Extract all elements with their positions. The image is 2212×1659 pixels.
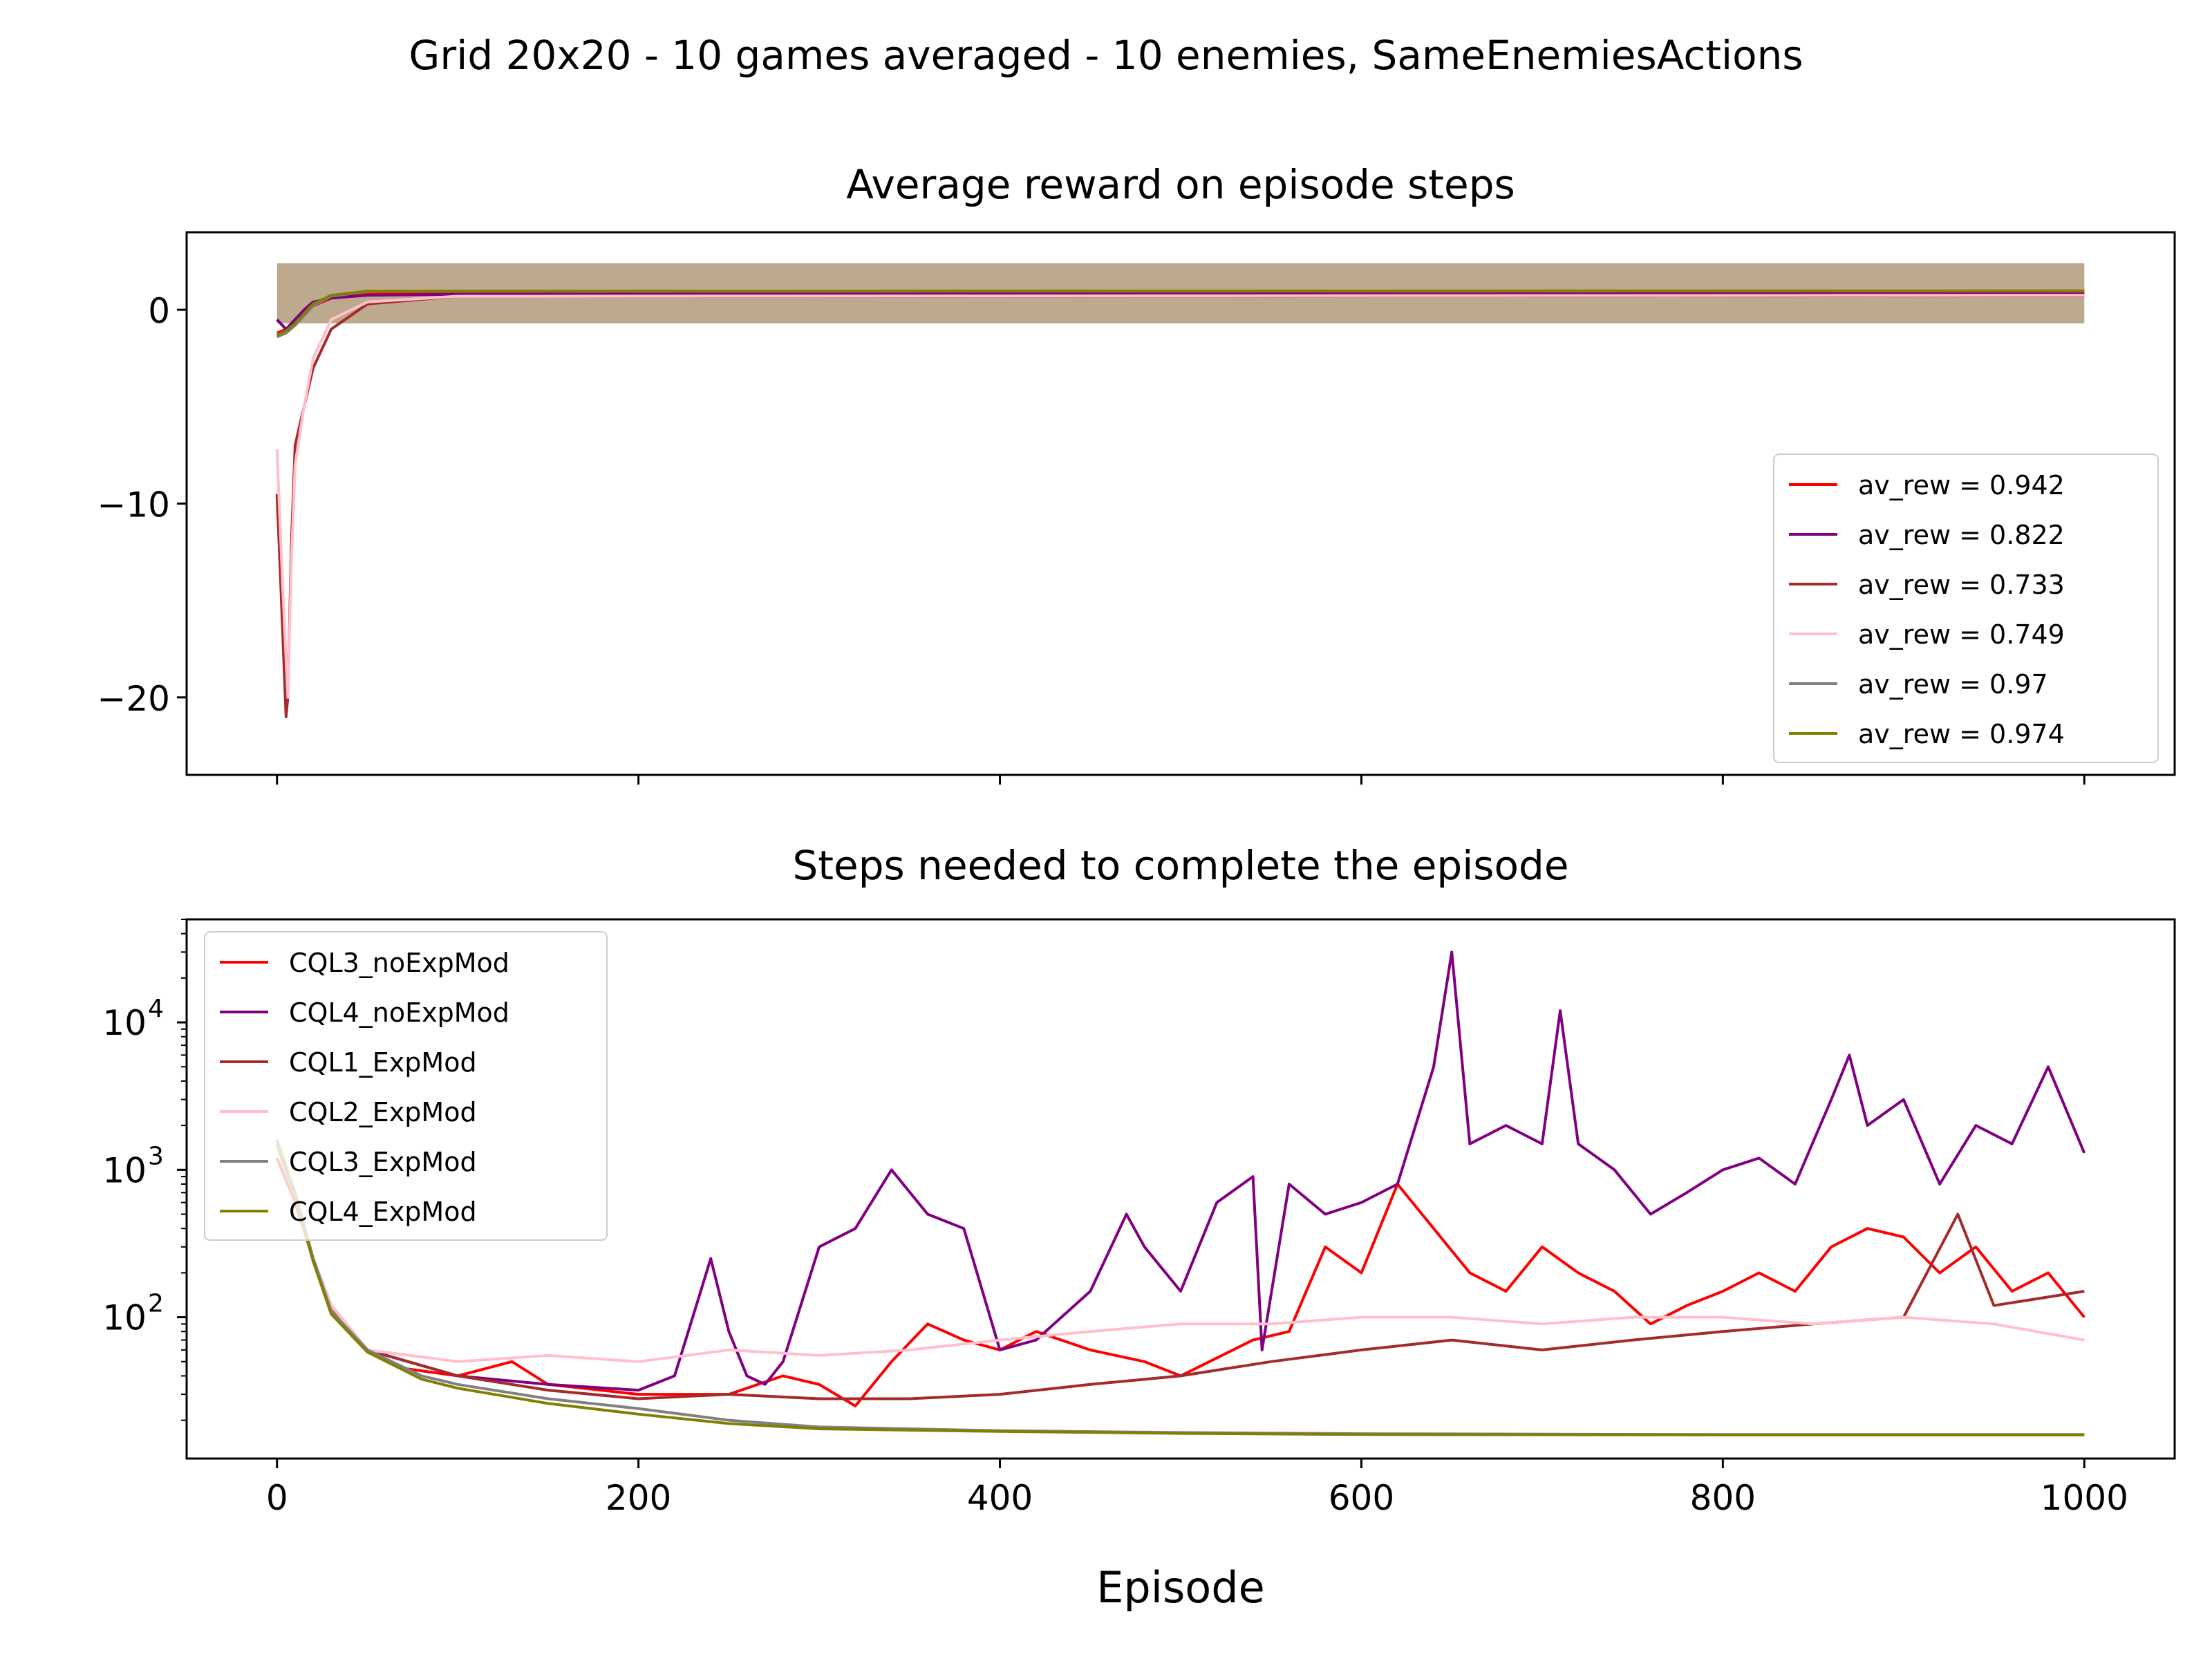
steps-x-tick-label-200: 200	[606, 1478, 671, 1518]
steps-x-tick-label-800: 800	[1690, 1478, 1756, 1518]
steps-plot-frame	[185, 918, 2176, 1460]
steps-legend-label-cql3-noexpmod: CQL3_noExpMod	[289, 948, 509, 978]
steps-subplot-title: Steps needed to complete the episode	[792, 842, 1568, 889]
steps-legend-label-cql4-expmod: CQL4_ExpMod	[289, 1197, 477, 1227]
steps-x-tick-label-600: 600	[1329, 1478, 1394, 1518]
steps-subplot: Steps needed to complete the episode 0 20…	[102, 842, 2176, 1613]
steps-legend-label-cql3-expmod: CQL3_ExpMod	[289, 1147, 477, 1177]
reward-series-line-3	[275, 294, 2085, 699]
steps-series-lines	[275, 950, 2086, 1436]
steps-legend-label-cql2-expmod: CQL2_ExpMod	[289, 1097, 477, 1127]
steps-x-ticks: 0 200 400 600 800 1000	[266, 1459, 2128, 1518]
reward-series-lines	[275, 289, 2085, 718]
reward-legend-label-4: av_rew = 0.97	[1858, 669, 2048, 700]
steps-legend-box	[204, 931, 608, 1241]
steps-y-tick-exponent-1: 3	[148, 1142, 164, 1170]
reward-subplot-title: Average reward on episode steps	[846, 161, 1515, 208]
steps-y-tick-label-1: 10	[102, 1150, 147, 1190]
reward-y-tick-label-1: −10	[97, 485, 170, 525]
steps-legend-label-cql1-expmod: CQL1_ExpMod	[289, 1047, 477, 1078]
reward-legend-label-5: av_rew = 0.974	[1858, 719, 2065, 749]
reward-legend: av_rew = 0.942 av_rew = 0.822 av_rew = 0.7…	[1773, 453, 2159, 763]
steps-x-tick-label-1000: 1000	[2041, 1478, 2128, 1518]
steps-x-axis-label: Episode	[1096, 1562, 1265, 1613]
steps-legend: CQL3_noExpMod CQL4_noExpMod CQL1_ExpMod CQL…	[204, 931, 608, 1241]
steps-x-tick-label-0: 0	[266, 1478, 288, 1518]
reward-legend-label-1: av_rew = 0.822	[1858, 520, 2065, 550]
steps-y-tick-label-0: 10	[102, 1298, 147, 1338]
reward-subplot: Average reward on episode steps 0−10−20 …	[97, 161, 2176, 785]
steps-series-line-5	[275, 1143, 2085, 1436]
reward-series-line-5	[276, 289, 2085, 337]
reward-legend-label-3: av_rew = 0.749	[1858, 619, 2065, 650]
reward-y-tick-label-2: −20	[97, 679, 170, 719]
steps-legend-label-cql4-noexpmod: CQL4_noExpMod	[289, 997, 509, 1028]
reward-legend-box	[1773, 453, 2159, 763]
reward-y-tick-label-0: 0	[148, 291, 170, 331]
reward-x-ticks	[276, 775, 2086, 785]
steps-y-tick-exponent-2: 4	[148, 995, 164, 1023]
steps-y-tick-label-2: 10	[102, 1003, 147, 1043]
steps-series-line-0	[275, 1157, 2086, 1407]
figure-suptitle: Grid 20x20 - 10 games averaged - 10 enem…	[409, 32, 1803, 79]
reward-legend-label-2: av_rew = 0.733	[1858, 570, 2065, 600]
steps-x-tick-label-400: 400	[967, 1478, 1033, 1518]
reward-series-line-2	[275, 294, 2085, 718]
steps-y-tick-exponent-0: 2	[148, 1290, 164, 1318]
steps-series-line-1	[275, 950, 2086, 1392]
reward-legend-label-0: av_rew = 0.942	[1858, 470, 2065, 500]
reward-y-ticks: 0 −10 −20	[97, 291, 187, 719]
